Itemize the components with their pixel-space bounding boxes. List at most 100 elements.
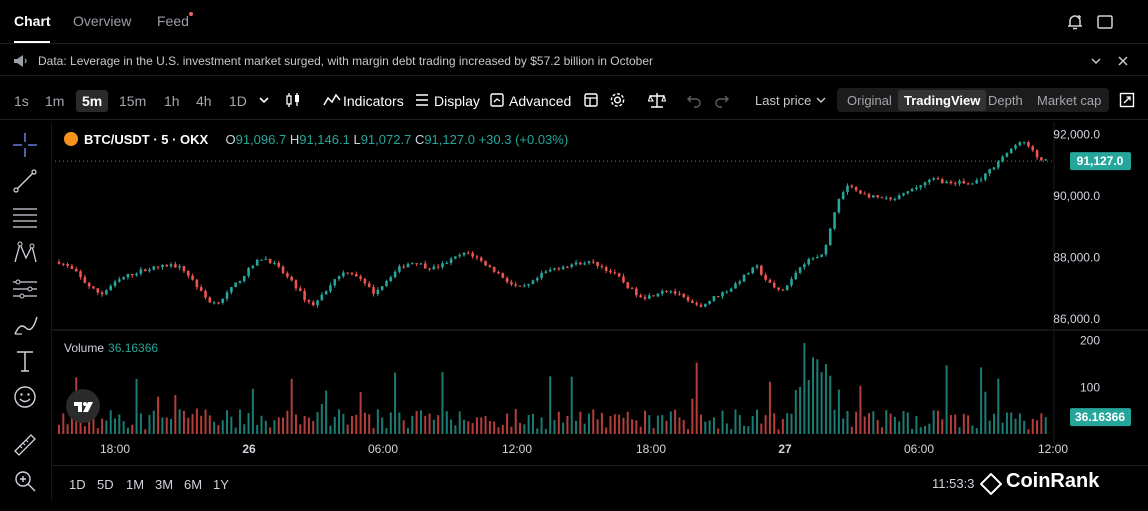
- view-original[interactable]: Original: [847, 93, 892, 108]
- candle-body: [958, 180, 961, 184]
- volume-bar: [889, 413, 892, 434]
- timeframe-1h[interactable]: 1h: [164, 93, 180, 109]
- view-depth[interactable]: Depth: [988, 93, 1023, 108]
- volume-bar: [394, 372, 397, 434]
- chart-area[interactable]: 86,000.0 88,000.0 90,000.0 92,000.0 91,127.0…: [52, 122, 1148, 462]
- news-headline[interactable]: Data: Leverage in the U.S. investment ma…: [38, 54, 653, 68]
- prediction-icon[interactable]: [12, 276, 38, 302]
- range-1d[interactable]: 1D: [69, 477, 86, 492]
- news-banner[interactable]: Data: Leverage in the U.S. investment ma…: [0, 46, 1148, 76]
- zoom-in-icon[interactable]: [12, 468, 38, 494]
- close-icon[interactable]: [1117, 55, 1129, 67]
- volume-bar: [182, 410, 185, 434]
- candle-body: [824, 245, 828, 255]
- candle-body: [419, 263, 423, 265]
- volume-bar: [945, 365, 948, 434]
- last-price-select[interactable]: Last price: [755, 93, 812, 108]
- chevron-down-icon[interactable]: [258, 92, 270, 108]
- tab-overview[interactable]: Overview: [73, 13, 132, 29]
- tab-chart[interactable]: Chart: [14, 13, 51, 29]
- crosshair-icon[interactable]: [12, 132, 38, 158]
- volume-bar: [407, 427, 410, 434]
- timeframe-15m[interactable]: 15m: [119, 93, 147, 109]
- high-label: H: [289, 132, 300, 147]
- candle-body: [385, 281, 388, 287]
- gear-icon[interactable]: [609, 92, 626, 108]
- candle-body: [772, 282, 776, 288]
- candle-body: [893, 199, 897, 201]
- template-icon[interactable]: [583, 92, 599, 108]
- clock-readout[interactable]: 11:53:3: [932, 476, 975, 491]
- window-icon[interactable]: [1096, 13, 1114, 31]
- timeframe-4h[interactable]: 4h: [196, 93, 212, 109]
- pattern-icon[interactable]: [12, 240, 38, 266]
- range-1y[interactable]: 1Y: [213, 477, 229, 492]
- candle-body: [798, 267, 802, 273]
- volume-bar: [678, 417, 681, 434]
- view-tradingview[interactable]: TradingView: [898, 90, 987, 111]
- tab-feed[interactable]: Feed: [157, 13, 189, 29]
- candle-body: [62, 263, 65, 265]
- timeframe-1d[interactable]: 1D: [229, 93, 247, 109]
- candle-body: [579, 262, 582, 265]
- volume-bar: [971, 425, 974, 434]
- candle-body: [747, 273, 750, 275]
- advanced-button[interactable]: Advanced: [509, 93, 572, 109]
- candle-body: [682, 293, 686, 298]
- trend-line-icon[interactable]: [12, 168, 38, 194]
- text-icon[interactable]: [12, 348, 38, 374]
- volume-bar: [109, 410, 112, 434]
- timeframe-5m[interactable]: 5m: [76, 90, 109, 112]
- fullscreen-icon[interactable]: [1119, 92, 1135, 108]
- view-market-cap[interactable]: Market cap: [1037, 93, 1102, 108]
- ruler-icon[interactable]: [12, 432, 38, 458]
- candles-icon[interactable]: [284, 92, 302, 108]
- display-icon[interactable]: [414, 92, 430, 108]
- undo-icon[interactable]: [686, 92, 702, 108]
- range-1m[interactable]: 1M: [126, 477, 145, 492]
- candle-body: [458, 255, 462, 257]
- candle-body: [389, 277, 393, 282]
- volume-bar: [506, 413, 509, 434]
- advanced-icon[interactable]: [489, 92, 505, 108]
- volume-bar: [135, 378, 138, 434]
- range-3m[interactable]: 3M: [155, 477, 174, 492]
- volume-bar: [902, 411, 905, 434]
- display-button[interactable]: Display: [434, 93, 480, 109]
- candle-body: [475, 256, 479, 258]
- candle-body: [372, 287, 375, 294]
- candle-body: [626, 282, 630, 289]
- indicators-button[interactable]: Indicators: [343, 93, 404, 109]
- symbol-label[interactable]: BTC/USDT · 5 · OKX: [84, 132, 209, 147]
- candle-body: [122, 277, 125, 280]
- volume-bar: [70, 414, 73, 434]
- brush-icon[interactable]: [12, 312, 38, 338]
- scale-icon[interactable]: [648, 92, 666, 108]
- volume-bar: [282, 417, 285, 434]
- add-alert-icon[interactable]: [1066, 13, 1084, 31]
- chevron-down-icon[interactable]: [1090, 55, 1102, 67]
- volume-bar: [764, 415, 767, 434]
- redo-icon[interactable]: [714, 92, 730, 108]
- volume-bar: [62, 413, 65, 434]
- volume-bar: [738, 415, 741, 434]
- price-tick-label: 86,000.0: [1053, 312, 1100, 326]
- timeframe-1s[interactable]: 1s: [14, 93, 29, 109]
- volume-bar: [316, 412, 319, 434]
- timeframe-1m[interactable]: 1m: [45, 93, 65, 109]
- volume-bar: [204, 409, 207, 434]
- indicators-icon[interactable]: [323, 92, 341, 108]
- candlestick-chart[interactable]: 86,000.0 88,000.0 90,000.0 92,000.0 91,127.0…: [52, 122, 1148, 462]
- candle-body: [561, 266, 565, 269]
- volume-bar: [333, 416, 336, 434]
- candle-body: [984, 173, 987, 180]
- volume-bar: [441, 372, 444, 434]
- volume-bar: [484, 416, 487, 434]
- range-6m[interactable]: 6M: [184, 477, 203, 492]
- emoji-icon[interactable]: [12, 384, 38, 410]
- volume-bar: [540, 417, 543, 434]
- chevron-down-icon[interactable]: [815, 92, 827, 108]
- range-5d[interactable]: 5D: [97, 477, 114, 492]
- volume-bar: [962, 413, 965, 434]
- fib-retracement-icon[interactable]: [12, 204, 38, 230]
